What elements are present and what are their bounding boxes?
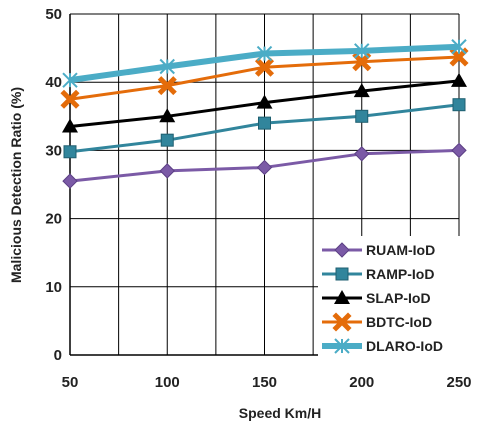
data-point <box>334 290 350 304</box>
data-point-stroke <box>254 57 275 77</box>
series-lines <box>60 39 469 189</box>
data-point <box>157 76 177 96</box>
data-point <box>355 109 369 123</box>
legend-entry: RAMP-IoD <box>322 266 434 282</box>
series-ruam-iod <box>62 142 467 189</box>
y-tick-label: 40 <box>45 74 62 91</box>
x-tick-label: 100 <box>155 374 180 391</box>
legend-entry: SLAP-IoD <box>322 290 431 306</box>
data-point <box>451 72 467 87</box>
legend-label: SLAP-IoD <box>366 290 431 306</box>
data-point <box>256 159 273 176</box>
series-bdtc-iod <box>60 47 469 109</box>
legend-entry: DLARO-IoD <box>322 338 443 354</box>
y-tick-label: 0 <box>54 347 62 364</box>
y-tick-label: 10 <box>45 279 62 296</box>
data-point <box>62 72 78 88</box>
data-point-stroke <box>157 76 177 96</box>
data-point <box>354 43 370 59</box>
legend-label: RAMP-IoD <box>366 266 434 282</box>
data-point <box>354 146 370 162</box>
data-point-stroke <box>332 312 352 332</box>
legend: RUAM-IoD RAMP-IoD SLAP-IoD BDTC-IoD DLARO-Io… <box>318 236 468 358</box>
data-point-stroke <box>449 47 469 67</box>
legend-label: DLARO-IoD <box>366 338 443 354</box>
data-point-stroke <box>60 89 80 109</box>
legend-label: BDTC-IoD <box>366 314 432 330</box>
data-point <box>62 118 78 133</box>
data-point <box>254 57 275 77</box>
data-point <box>63 145 77 159</box>
data-point <box>352 52 372 72</box>
data-point <box>160 133 174 147</box>
legend-entry: RUAM-IoD <box>322 242 435 258</box>
data-point-stroke <box>352 52 372 72</box>
data-point <box>62 173 78 189</box>
data-point <box>332 312 352 332</box>
data-point <box>159 58 175 75</box>
legend-label: RUAM-IoD <box>366 242 435 258</box>
y-tick-label: 20 <box>45 211 62 228</box>
x-tick-label: 200 <box>349 374 374 391</box>
y-axis-title: Malicious Detection Ratio (%) <box>8 87 24 283</box>
data-point <box>258 116 271 130</box>
data-point <box>452 98 466 112</box>
series-slap-iod <box>62 72 467 133</box>
x-tick-label: 50 <box>62 374 79 391</box>
data-point <box>334 242 350 258</box>
data-point <box>449 47 469 67</box>
data-point <box>159 108 176 123</box>
legend-entry: BDTC-IoD <box>322 312 432 332</box>
x-axis-title: Speed Km/H <box>239 405 321 421</box>
data-point <box>353 83 370 98</box>
series-dlaro-iod <box>62 39 467 88</box>
data-point <box>60 89 80 109</box>
x-tick-label: 250 <box>446 374 471 391</box>
data-point <box>159 163 175 179</box>
data-point <box>256 94 273 109</box>
data-point <box>451 142 467 159</box>
series-ramp-iod <box>63 98 466 159</box>
data-point <box>335 267 349 281</box>
data-point <box>334 338 350 354</box>
tick-labels: 0 10 20 30 40 50 50 100 150 200 250 <box>45 6 471 391</box>
data-point <box>451 39 467 55</box>
y-tick-label: 50 <box>45 6 62 23</box>
data-point <box>256 45 273 62</box>
x-tick-label: 150 <box>252 374 277 391</box>
y-tick-label: 30 <box>45 142 62 159</box>
